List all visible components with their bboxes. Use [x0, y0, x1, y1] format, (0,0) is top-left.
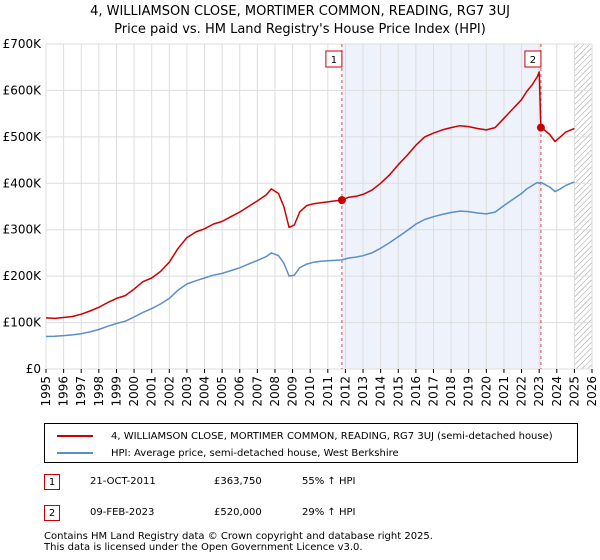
- x-tick-label: 1997: [74, 376, 88, 407]
- y-tick-label: £600K: [3, 83, 43, 97]
- transaction-hpi-change: 55% ↑ HPI: [302, 476, 356, 487]
- legend-label-hpi: HPI: Average price, semi-detached house,…: [111, 447, 399, 459]
- x-tick-label: 2001: [145, 376, 159, 407]
- y-tick-label: £0: [26, 362, 41, 376]
- x-tick-label: 2011: [321, 376, 335, 407]
- x-tick-label: 2008: [268, 376, 282, 407]
- y-tick-label: £100K: [3, 316, 43, 330]
- x-tick-label: 1996: [57, 376, 71, 407]
- x-tick-label: 2007: [250, 376, 264, 407]
- legend-swatch-hpi: [57, 452, 93, 454]
- x-tick-label: 2026: [585, 376, 599, 407]
- transaction-marker: 1: [44, 474, 60, 490]
- sale-label-box-2: [524, 50, 542, 68]
- x-tick-label: 2000: [127, 376, 141, 407]
- x-tick-label: 2005: [215, 376, 229, 407]
- y-tick-label: £300K: [3, 223, 43, 237]
- transaction-date: 09-FEB-2023: [90, 507, 155, 518]
- property-series-line: [45, 71, 575, 320]
- transaction-price: £520,000: [214, 507, 262, 518]
- forecast-hatch: [574, 44, 592, 369]
- sale-label-1: 1: [331, 55, 337, 66]
- x-tick-label: 2022: [515, 376, 529, 407]
- hpi-series-line: [45, 181, 575, 338]
- x-tick-label: 2019: [462, 376, 476, 407]
- footer-attribution: Contains HM Land Registry data © Crown c…: [44, 531, 433, 553]
- x-tick-label: 1998: [92, 376, 106, 407]
- sale-label-2: 2: [530, 55, 536, 66]
- x-tick-label: 2003: [180, 376, 194, 407]
- y-tick-label: £200K: [3, 269, 43, 283]
- x-tick-label: 2006: [233, 376, 247, 407]
- legend-label-property: 4, WILLIAMSON CLOSE, MORTIMER COMMON, RE…: [111, 430, 553, 442]
- y-tick-label: £400K: [3, 176, 43, 190]
- x-tick-label: 2020: [479, 376, 493, 407]
- x-tick-label: 2017: [427, 376, 441, 407]
- price-chart: 4, WILLIAMSON CLOSE, MORTIMER COMMON, RE…: [3, 4, 599, 407]
- chart-title-line1: 4, WILLIAMSON CLOSE, MORTIMER COMMON, RE…: [90, 4, 510, 19]
- sale-label-box-1: [325, 50, 343, 68]
- legend-item-hpi: HPI: Average price, semi-detached house,…: [57, 445, 399, 461]
- x-tick-label: 2004: [198, 376, 212, 407]
- chart-legend: 4, WILLIAMSON CLOSE, MORTIMER COMMON, RE…: [44, 423, 578, 463]
- x-tick-label: 2018: [444, 376, 458, 407]
- sale-period-band: [341, 44, 541, 369]
- legend-swatch-property: [57, 435, 93, 437]
- x-tick-label: 1995: [39, 376, 53, 407]
- sale-point-2: [536, 123, 545, 132]
- transaction-hpi-change: 29% ↑ HPI: [302, 507, 356, 518]
- footer-line1: Contains HM Land Registry data © Crown c…: [44, 531, 433, 542]
- x-tick-label: 2013: [356, 376, 370, 407]
- x-tick-label: 2009: [286, 376, 300, 407]
- x-tick-label: 2012: [338, 376, 352, 407]
- legend-item-property: 4, WILLIAMSON CLOSE, MORTIMER COMMON, RE…: [57, 428, 553, 444]
- x-tick-label: 2021: [497, 376, 511, 407]
- x-tick-label: 2023: [532, 376, 546, 407]
- x-tick-label: 2010: [303, 376, 317, 407]
- y-tick-label: £700K: [3, 37, 43, 51]
- y-tick-label: £500K: [3, 130, 43, 144]
- transaction-price: £363,750: [214, 476, 262, 487]
- transaction-marker: 2: [44, 505, 60, 521]
- transaction-date: 21-OCT-2011: [90, 476, 156, 487]
- x-tick-label: 2024: [550, 376, 564, 407]
- x-tick-label: 1999: [110, 376, 124, 407]
- footer-line2: This data is licensed under the Open Gov…: [44, 542, 363, 553]
- x-tick-label: 2016: [409, 376, 423, 407]
- sale-point-1: [337, 196, 346, 205]
- x-tick-label: 2002: [162, 376, 176, 407]
- x-tick-label: 2025: [567, 376, 581, 407]
- x-tick-label: 2015: [391, 376, 405, 407]
- chart-title-line2: Price paid vs. HM Land Registry's House …: [114, 22, 486, 37]
- x-tick-label: 2014: [374, 376, 388, 407]
